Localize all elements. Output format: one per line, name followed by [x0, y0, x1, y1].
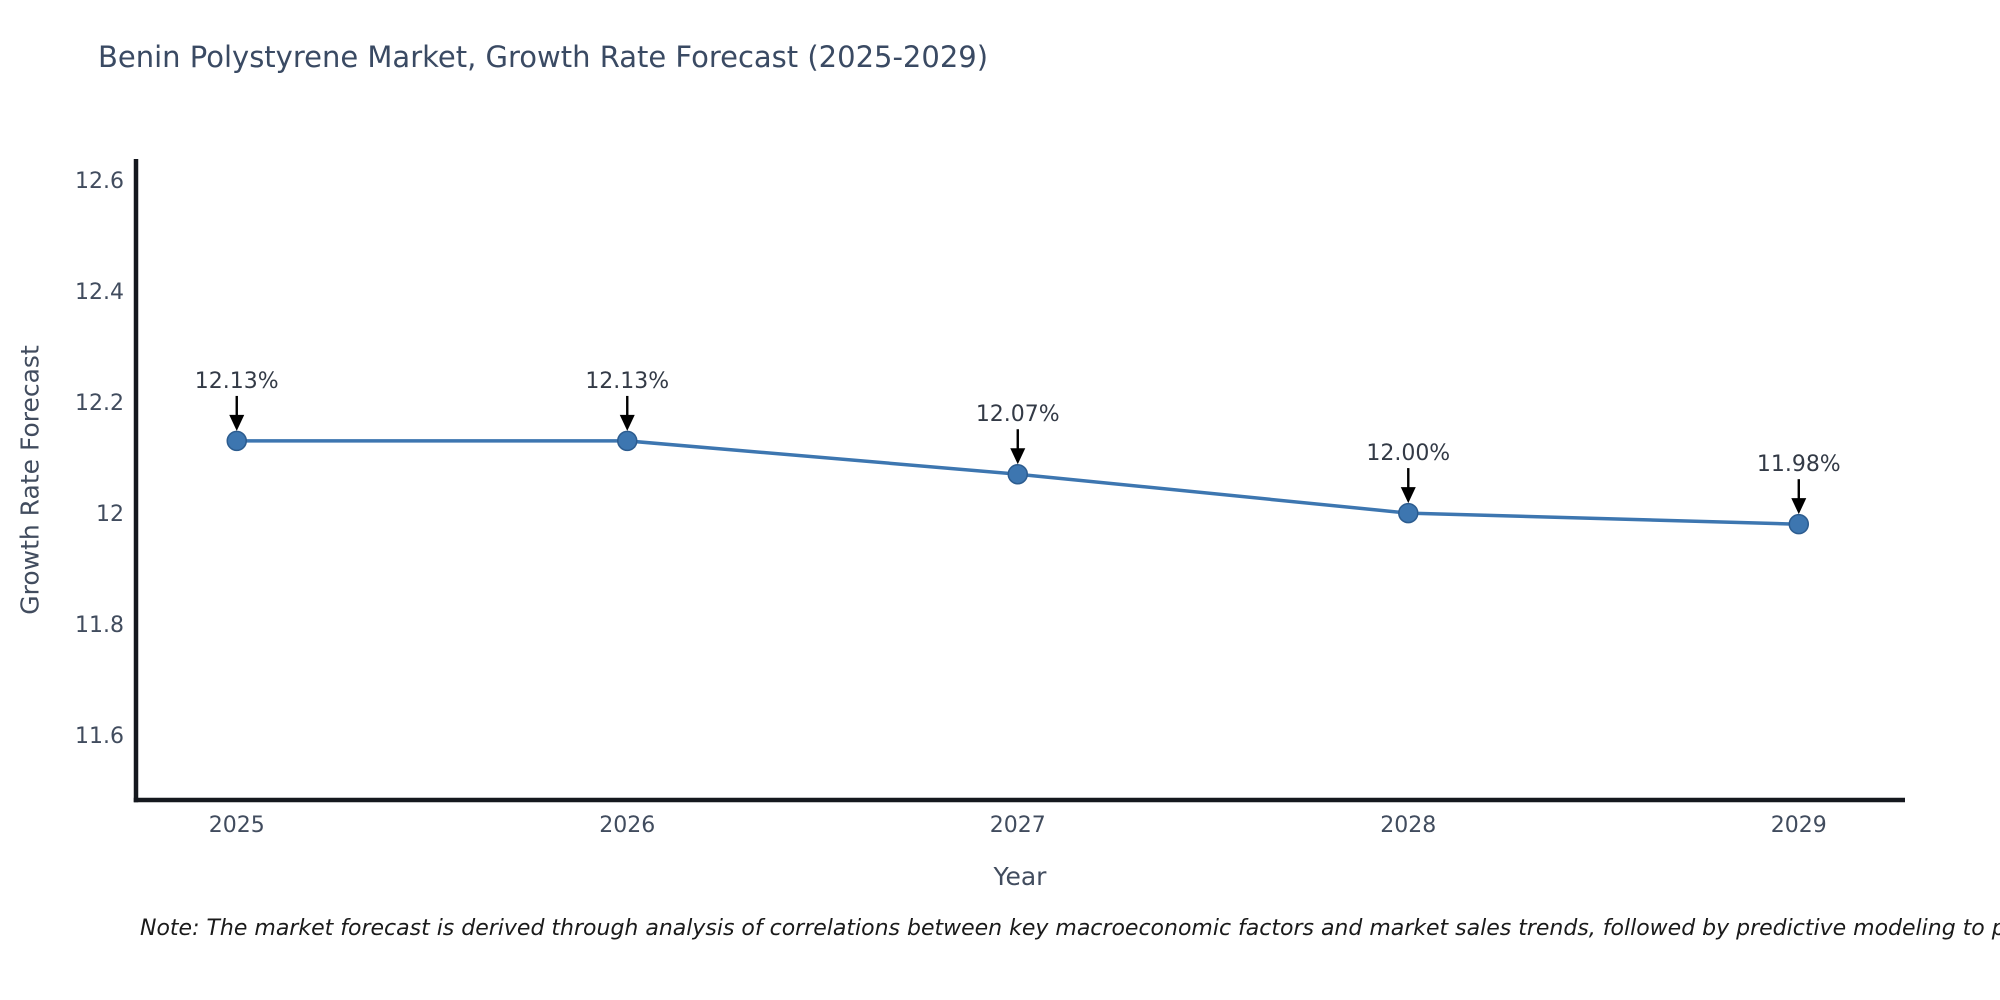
annotation-arrow-head: [619, 414, 635, 431]
y-tick-label: 12.4: [75, 280, 124, 305]
annotation-arrow-head: [229, 414, 245, 431]
chart-title: Benin Polystyrene Market, Growth Rate Fo…: [98, 40, 989, 74]
data-point-marker: [1398, 502, 1419, 524]
y-tick-label: 12.6: [75, 169, 124, 194]
data-point-marker: [226, 430, 248, 452]
y-tick-label: 11.6: [75, 724, 124, 749]
x-tick-label: 2028: [1380, 813, 1436, 838]
annotation-arrow-head: [1010, 448, 1026, 465]
x-axis-title: Year: [993, 862, 1047, 891]
point-value-label: 11.98%: [1757, 452, 1841, 477]
x-tick-label: 2029: [1771, 813, 1827, 838]
annotation-arrow-head: [1400, 487, 1416, 504]
point-value-label: 12.13%: [585, 369, 669, 394]
y-tick-label: 11.8: [75, 613, 124, 638]
y-tick-label: 12: [96, 502, 124, 527]
annotation-arrow-head: [1791, 498, 1807, 515]
y-axis-title: Growth Rate Forecast: [15, 345, 45, 615]
data-point-marker: [617, 430, 638, 452]
point-value-label: 12.13%: [195, 369, 279, 394]
point-value-label: 12.00%: [1366, 441, 1450, 466]
x-tick-label: 2026: [599, 813, 655, 838]
x-tick-label: 2025: [209, 813, 265, 838]
x-tick-label: 2027: [990, 813, 1046, 838]
data-point-marker: [1788, 513, 1810, 535]
point-value-label: 12.07%: [976, 402, 1060, 427]
y-tick-label: 12.2: [75, 391, 124, 416]
footnote: Note: The market forecast is derived thr…: [140, 916, 2000, 941]
data-point-marker: [1007, 463, 1029, 485]
